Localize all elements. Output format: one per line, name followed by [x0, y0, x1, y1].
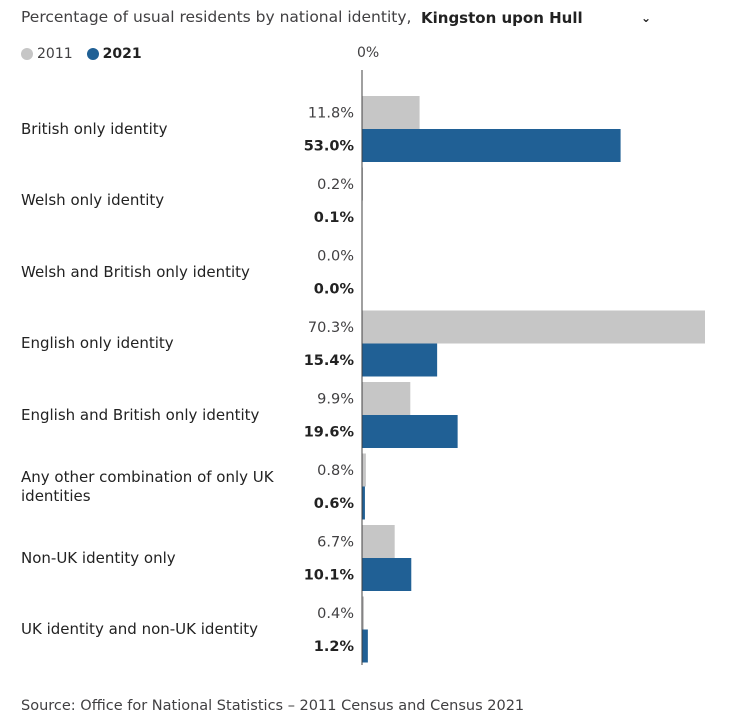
data-label-2011-3: 70.3%: [308, 320, 354, 336]
data-label-2011-6: 6.7%: [317, 535, 354, 551]
bar-2011-6: [362, 525, 395, 558]
bar-2021-3: [362, 343, 438, 377]
category-label: British only identity: [21, 119, 168, 138]
legend-item-2021: 2021: [86, 46, 142, 62]
category-label: Any other combination of only UK identit…: [21, 467, 274, 505]
data-label-2021-1: 0.1%: [314, 210, 355, 226]
data-label-2011-1: 0.2%: [317, 177, 354, 193]
bar-2011-5: [362, 453, 366, 487]
data-label-2021-5: 0.6%: [314, 496, 355, 512]
data-label-2011-5: 0.8%: [317, 463, 354, 479]
category-label: English and British only identity: [21, 405, 260, 424]
bar-2011-7: [362, 596, 364, 630]
data-label-2021-4: 19.6%: [304, 425, 355, 441]
category-label: Non-UK identity only: [21, 548, 176, 567]
legend-item-2011: 2011: [21, 46, 73, 62]
bar-chart: 11.8% 53.0% 0.2% 0.1% 0.0% 0.0% 70.3% 15.4% 9.9%…: [304, 70, 705, 665]
legend-label-2021: 2021: [102, 46, 142, 62]
data-label-2021-2: 0.0%: [314, 282, 355, 298]
bar-2021-4: [362, 415, 458, 448]
bar-2011-4: [362, 382, 411, 415]
data-label-2011-4: 9.9%: [317, 392, 354, 408]
bar-2011-0: [362, 96, 420, 129]
area-dropdown-value: Kingston upon Hull: [421, 9, 583, 27]
data-label-2011-2: 0.0%: [317, 249, 354, 265]
area-dropdown[interactable]: Kingston upon Hull ⌄: [421, 6, 651, 30]
category-label: English only identity: [21, 334, 174, 352]
bar-2021-7: [362, 629, 368, 663]
source-note: Source: Office for National Statistics –…: [21, 698, 525, 714]
legend-label-2011: 2011: [37, 46, 73, 62]
bar-2021-6: [362, 558, 412, 591]
bar-2021-0: [362, 129, 621, 162]
chevron-down-icon: ⌄: [640, 11, 651, 25]
category-label: Welsh and British only identity: [21, 262, 250, 281]
category-label: UK identity and non-UK identity: [21, 620, 258, 638]
data-label-2021-6: 10.1%: [304, 568, 355, 584]
legend-swatch-2011: [21, 48, 33, 60]
legend: 2011 2021: [21, 46, 156, 62]
bar-2021-5: [362, 486, 365, 520]
chart-title: Percentage of usual residents by nationa…: [21, 8, 412, 26]
bar-2011-3: [362, 310, 705, 344]
data-label-2011-7: 0.4%: [317, 606, 354, 622]
legend-swatch-2021: [86, 48, 99, 60]
category-label: Welsh only identity: [21, 191, 165, 209]
data-label-2021-0: 53.0%: [304, 139, 355, 155]
axis-zero-label: 0%: [357, 45, 380, 61]
data-label-2011-0: 11.8%: [308, 106, 354, 122]
data-label-2021-3: 15.4%: [304, 353, 355, 369]
data-label-2021-7: 1.2%: [314, 639, 355, 655]
